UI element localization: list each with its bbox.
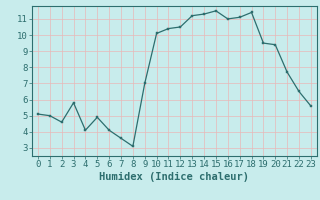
X-axis label: Humidex (Indice chaleur): Humidex (Indice chaleur) bbox=[100, 172, 249, 182]
